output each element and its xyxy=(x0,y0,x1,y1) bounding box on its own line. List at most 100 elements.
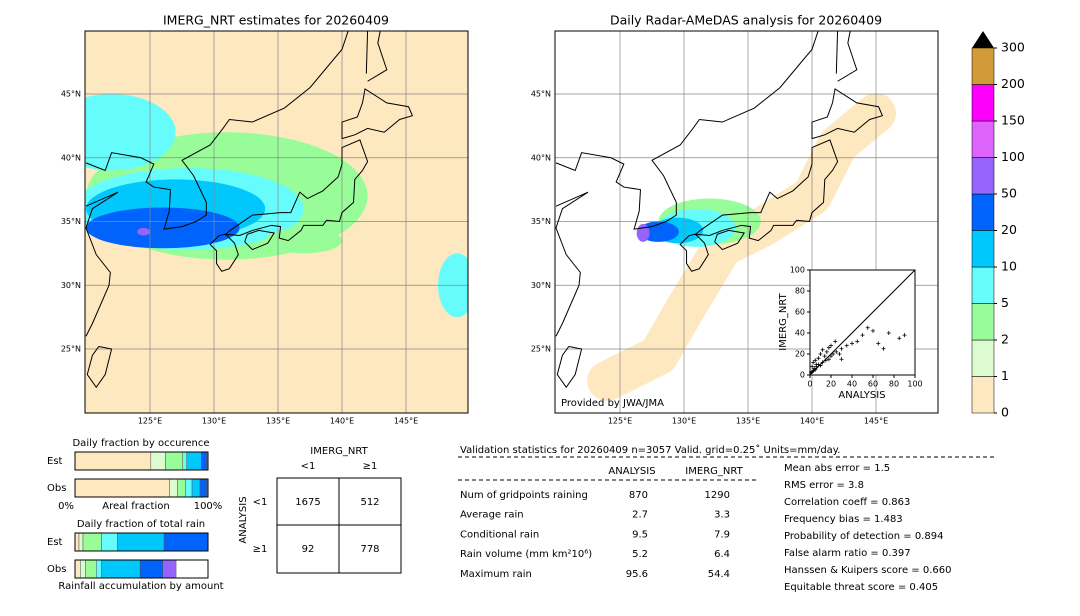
lon-label: 145°E xyxy=(394,417,418,426)
colorbar-label: 0 xyxy=(1001,405,1009,420)
lon-label: 135°E xyxy=(736,417,760,426)
rain-area xyxy=(636,224,650,242)
coastline xyxy=(225,139,369,242)
coastline xyxy=(679,233,709,272)
scatter-point xyxy=(816,356,821,361)
colorbar-segment xyxy=(971,266,995,304)
colorbar-segment xyxy=(971,376,995,414)
diagonal xyxy=(809,269,916,376)
colorbar-segment xyxy=(971,120,995,158)
fraction-segment xyxy=(78,532,84,552)
col-label: <1 xyxy=(301,461,316,472)
scatter-point xyxy=(813,367,818,372)
lat-label: 45°N xyxy=(531,90,551,99)
lat-label: 25°N xyxy=(61,345,81,354)
scatter-point xyxy=(814,362,819,367)
y-tick-label: 20 xyxy=(795,350,805,359)
scatter-point xyxy=(811,360,816,365)
x-tick-label: 100 xyxy=(907,380,922,389)
fraction-segment xyxy=(117,532,165,552)
coastline xyxy=(837,31,858,82)
lat-label: 40°N xyxy=(531,153,551,162)
fraction-segment xyxy=(101,559,141,579)
score: Equitable threat score = 0.405 xyxy=(784,582,938,593)
scatter-point xyxy=(881,346,886,351)
map-content xyxy=(85,31,468,413)
axis-label: 100% xyxy=(194,501,223,512)
lat-label: 30°N xyxy=(61,281,81,290)
coastline xyxy=(714,229,745,251)
scatter-point xyxy=(826,345,831,350)
fraction-segment xyxy=(85,559,97,579)
y-tick-label: 60 xyxy=(795,308,805,317)
table-cell: 1675 xyxy=(295,497,320,508)
stats-header: Validation statistics for 20260409 n=305… xyxy=(460,444,840,456)
rain-area xyxy=(265,227,342,254)
row-label: Obs xyxy=(47,483,66,494)
colorbar-label: 300 xyxy=(1001,40,1025,55)
total_rain-title: Daily fraction of total rain xyxy=(77,519,205,530)
score: RMS error = 3.8 xyxy=(784,480,864,491)
table-cell: 92 xyxy=(302,544,315,555)
table-title: IMERG_NRT xyxy=(310,446,368,457)
lon-label: 140°E xyxy=(330,417,354,426)
table-cell: 512 xyxy=(360,497,379,508)
coastline xyxy=(209,233,239,272)
scatter-point xyxy=(823,358,828,363)
axis-label: 0% xyxy=(58,501,74,512)
fraction-segment xyxy=(139,559,164,579)
rain-area xyxy=(86,207,240,249)
scatter-point xyxy=(871,328,875,333)
rain-area xyxy=(85,94,176,171)
colorbar-label: 200 xyxy=(1001,76,1025,91)
stats-value: 5.2 xyxy=(632,549,648,560)
score: Correlation coeff = 0.863 xyxy=(784,497,910,508)
axis-label: Areal fraction xyxy=(102,501,169,512)
fraction-segment xyxy=(191,478,201,498)
coastline xyxy=(555,31,819,230)
colorbar-segment xyxy=(971,47,995,85)
left_map-map: 45°N 40°N 35°N 30°N 25°N 125°E 130°E 135°E 140°E… xyxy=(61,30,469,426)
lon-label: 145°E xyxy=(864,417,888,426)
scatter-point xyxy=(829,343,833,348)
scatter-point xyxy=(829,354,833,359)
fraction-segment xyxy=(74,559,81,579)
coastline xyxy=(341,88,414,140)
colorbar-label: 2 xyxy=(1001,332,1009,347)
colorbar-segment xyxy=(971,84,995,122)
stats-value: 9.5 xyxy=(632,529,648,540)
scatter-point xyxy=(824,349,829,354)
row-title: ANALYSIS xyxy=(238,496,249,543)
scatter-point xyxy=(844,343,849,348)
lon-label: 130°E xyxy=(202,417,226,426)
bar-frame xyxy=(74,559,209,579)
colorbar-label: 100 xyxy=(1001,149,1025,164)
scatter-point xyxy=(850,341,854,346)
fraction-segment xyxy=(185,478,193,498)
colorbar-label: 20 xyxy=(1001,222,1017,237)
stats-value: 95.6 xyxy=(626,569,648,580)
fraction-segment xyxy=(177,478,186,498)
fraction-segment xyxy=(74,478,170,498)
scatter-point xyxy=(897,336,902,341)
lon-label: 140°E xyxy=(800,417,824,426)
fraction-segment xyxy=(74,451,152,471)
lon-label: 135°E xyxy=(266,417,290,426)
scatter-point xyxy=(855,339,860,344)
fraction-segment xyxy=(74,532,80,552)
right-map-title: Daily Radar-AMeDAS analysis for 20260409 xyxy=(610,13,882,28)
colorbar-segment xyxy=(971,157,995,195)
stats-value: 1290 xyxy=(705,490,730,501)
coastline xyxy=(85,31,349,230)
score: Mean abs error = 1.5 xyxy=(784,463,890,474)
coastline xyxy=(811,88,884,140)
colorbar-extend xyxy=(972,31,994,48)
scatter-point xyxy=(834,349,839,354)
lat-label: 35°N xyxy=(61,217,81,226)
fraction-segment xyxy=(101,532,118,552)
row-label: Obs xyxy=(47,564,66,575)
scatter-point xyxy=(886,331,891,335)
x-tick-label: 80 xyxy=(889,380,899,389)
stats-value: 7.9 xyxy=(714,529,730,540)
